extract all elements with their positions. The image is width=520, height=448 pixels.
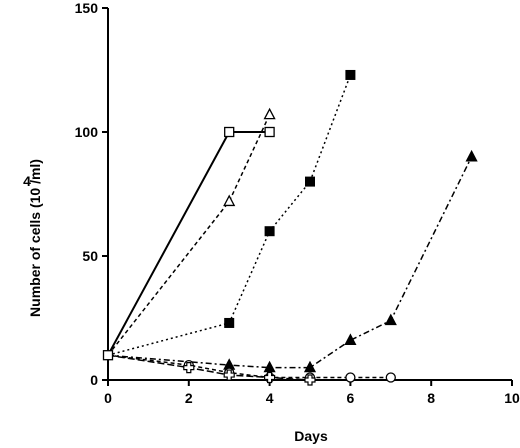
data-point bbox=[263, 360, 276, 373]
series-filled-square bbox=[107, 69, 356, 356]
series-line bbox=[107, 156, 473, 369]
data-point bbox=[344, 333, 357, 345]
axis-lines bbox=[107, 8, 512, 381]
y-tick-label: 150 bbox=[75, 0, 99, 16]
data-point bbox=[345, 372, 356, 383]
data-point bbox=[102, 350, 114, 361]
x-tick-label: 10 bbox=[504, 390, 520, 406]
y-tick-label: 0 bbox=[90, 372, 98, 388]
series-open-triangle bbox=[107, 107, 276, 356]
data-point bbox=[264, 126, 275, 138]
data-point bbox=[224, 317, 235, 328]
x-tick-label: 0 bbox=[104, 390, 112, 406]
data-point bbox=[263, 107, 276, 120]
data-point bbox=[183, 362, 195, 374]
x-axis-title: Days bbox=[294, 428, 328, 444]
data-point bbox=[345, 69, 356, 80]
series-filled-triangle bbox=[107, 149, 478, 373]
data-point bbox=[385, 372, 396, 383]
data-point bbox=[223, 369, 235, 381]
data-point bbox=[224, 126, 235, 138]
x-tick-label: 4 bbox=[266, 390, 274, 406]
series-open-cross bbox=[107, 354, 316, 386]
start-point bbox=[102, 350, 114, 361]
series-open-square bbox=[107, 126, 275, 356]
y-tick-label: 50 bbox=[82, 248, 98, 264]
series-line bbox=[107, 114, 271, 356]
data-point bbox=[305, 176, 315, 187]
y-tick-label: 100 bbox=[75, 124, 99, 140]
data-point bbox=[303, 360, 317, 373]
data-point bbox=[264, 371, 276, 384]
y-axis-title: Number of cells (10 /ml) bbox=[27, 159, 43, 317]
series-layer bbox=[102, 69, 478, 386]
x-tick-label: 8 bbox=[427, 390, 435, 406]
data-point bbox=[264, 226, 275, 237]
data-point bbox=[304, 374, 316, 386]
y-axis-exponent: 4 bbox=[23, 173, 31, 189]
series-line bbox=[107, 74, 352, 356]
data-point bbox=[465, 149, 478, 162]
data-point bbox=[384, 313, 397, 326]
series-line bbox=[107, 131, 270, 356]
x-tick-label: 2 bbox=[185, 390, 193, 406]
data-point bbox=[223, 194, 236, 207]
x-tick-label: 6 bbox=[347, 390, 355, 406]
